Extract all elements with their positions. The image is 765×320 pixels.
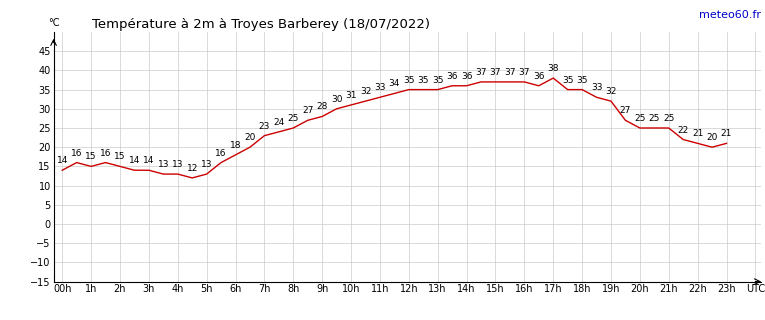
Text: 32: 32 bbox=[605, 87, 617, 96]
Text: 37: 37 bbox=[504, 68, 516, 77]
Text: 20: 20 bbox=[244, 133, 256, 142]
Text: 21: 21 bbox=[692, 129, 703, 138]
Text: 14: 14 bbox=[143, 156, 155, 165]
Text: 25: 25 bbox=[288, 114, 299, 123]
Text: 21: 21 bbox=[721, 129, 732, 138]
Text: 36: 36 bbox=[447, 72, 458, 81]
Text: 37: 37 bbox=[490, 68, 501, 77]
Text: 36: 36 bbox=[461, 72, 472, 81]
Text: 30: 30 bbox=[330, 95, 343, 104]
Text: 35: 35 bbox=[432, 76, 444, 84]
Text: 14: 14 bbox=[57, 156, 68, 165]
Text: 13: 13 bbox=[201, 160, 213, 169]
Text: 23: 23 bbox=[259, 122, 270, 131]
Text: 25: 25 bbox=[649, 114, 660, 123]
Text: 32: 32 bbox=[360, 87, 371, 96]
Text: 35: 35 bbox=[576, 76, 588, 84]
Text: 34: 34 bbox=[389, 79, 400, 88]
Text: meteo60.fr: meteo60.fr bbox=[699, 10, 761, 20]
Text: 13: 13 bbox=[158, 160, 169, 169]
Text: 33: 33 bbox=[374, 83, 386, 92]
Text: °C: °C bbox=[47, 18, 60, 28]
Text: 12: 12 bbox=[187, 164, 198, 173]
Text: 36: 36 bbox=[533, 72, 545, 81]
Text: 25: 25 bbox=[634, 114, 646, 123]
Text: 25: 25 bbox=[663, 114, 675, 123]
Text: 14: 14 bbox=[129, 156, 140, 165]
Text: 16: 16 bbox=[99, 148, 111, 157]
Text: 15: 15 bbox=[114, 152, 125, 161]
Text: 35: 35 bbox=[403, 76, 415, 84]
Text: 16: 16 bbox=[71, 148, 83, 157]
Text: 31: 31 bbox=[345, 91, 356, 100]
Text: 35: 35 bbox=[418, 76, 429, 84]
Text: 37: 37 bbox=[475, 68, 487, 77]
Text: 35: 35 bbox=[562, 76, 574, 84]
Text: 13: 13 bbox=[172, 160, 184, 169]
Text: 37: 37 bbox=[519, 68, 530, 77]
Text: 38: 38 bbox=[548, 64, 559, 73]
Text: 24: 24 bbox=[273, 118, 285, 127]
Text: 27: 27 bbox=[620, 106, 631, 115]
Text: 20: 20 bbox=[706, 133, 718, 142]
Text: 16: 16 bbox=[215, 148, 226, 157]
Text: 27: 27 bbox=[302, 106, 314, 115]
Text: 28: 28 bbox=[317, 102, 328, 111]
Text: 33: 33 bbox=[591, 83, 602, 92]
Text: 15: 15 bbox=[86, 152, 97, 161]
Text: 18: 18 bbox=[230, 141, 241, 150]
Text: Température à 2m à Troyes Barberey (18/07/2022): Température à 2m à Troyes Barberey (18/0… bbox=[93, 18, 431, 31]
Text: 22: 22 bbox=[678, 125, 688, 134]
